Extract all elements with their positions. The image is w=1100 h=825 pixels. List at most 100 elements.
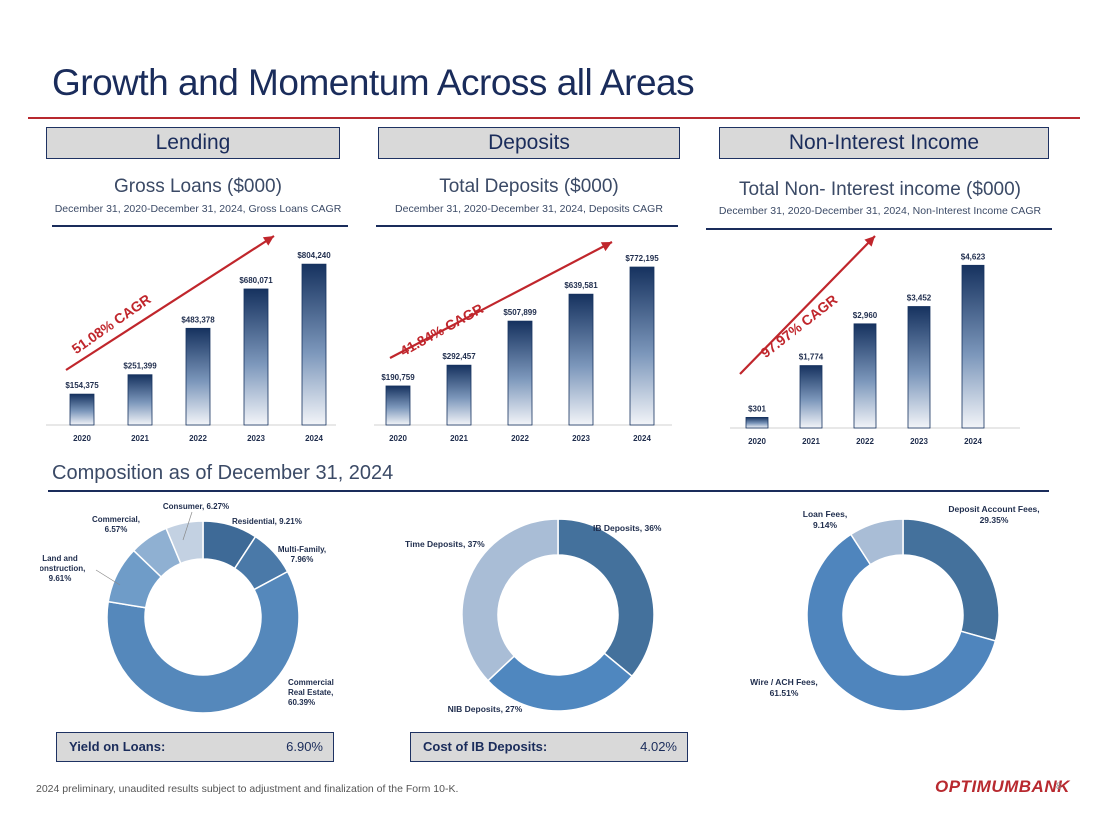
- bar-value-label: $639,581: [564, 281, 598, 290]
- slice-label: Commercial Real Estate, 60.39%: [288, 678, 334, 707]
- noninterest-chart-subtitle: December 31, 2020-December 31, 2024, Non…: [718, 205, 1042, 217]
- deposits-chart-title: Total Deposits ($000): [439, 176, 619, 197]
- bar-2024: [961, 264, 985, 429]
- bar-2022: [853, 323, 877, 429]
- bar-2023: [243, 288, 269, 426]
- cagr-annotation: 51.08% CAGR: [69, 291, 154, 357]
- cagr-arrow-line: [739, 235, 876, 375]
- x-tick-label: 2021: [450, 434, 468, 443]
- yield-on-loans-label: Yield on Loans:: [69, 739, 166, 754]
- cagr-annotation: 97.97% CAGR: [758, 291, 841, 361]
- leader-line: [95, 569, 121, 586]
- x-tick-label: 2024: [964, 437, 982, 446]
- bar-2022: [185, 327, 211, 426]
- deposits-chart-subtitle: December 31, 2020-December 31, 2024, Dep…: [395, 203, 663, 215]
- loan-composition-donut: Residential, 9.21% Multi-Family, 7.96% Comm…: [40, 502, 334, 714]
- bar-value-label: $251,399: [123, 362, 157, 371]
- bar-value-label: $154,375: [65, 381, 99, 390]
- bar-value-label: $3,452: [907, 294, 932, 303]
- cagr-arrow-head: [600, 242, 612, 252]
- bar-value-label: $1,774: [799, 353, 824, 362]
- bar-2023: [568, 293, 594, 426]
- footnote: 2024 preliminary, unaudited results subj…: [36, 783, 459, 795]
- cost-of-ib-deposits-value: 4.02%: [640, 739, 677, 754]
- noninterest-chart-title: Total Non- Interest income ($000): [739, 179, 1021, 200]
- slice-commercial-real-estate: [106, 570, 300, 714]
- slice-nib-deposits: [486, 652, 634, 712]
- cagr-annotation: 41.84% CAGR: [397, 300, 486, 359]
- non-interest-income-bar-chart: $301 2020 $1,774 2021 $2,960 2022 $3,452 2023 $4…: [730, 235, 1020, 446]
- bar-value-label: $4,623: [961, 252, 986, 261]
- cagr-arrow-line: [65, 235, 275, 371]
- slice-wire-ach-fees: [806, 533, 997, 712]
- bar-value-label: $507,899: [503, 308, 537, 317]
- bar-2020: [69, 393, 95, 426]
- yield-on-loans-value: 6.90%: [286, 739, 323, 754]
- deposits-chart-rule: [376, 225, 678, 227]
- bar-value-label: $804,240: [297, 251, 331, 260]
- cost-of-ib-deposits-label: Cost of IB Deposits:: [423, 739, 548, 754]
- section-deposits: Deposits: [378, 127, 680, 159]
- slice-time-deposits: [461, 518, 559, 682]
- composition-title: Composition as of December 31, 2024: [52, 462, 394, 484]
- optimumbank-logo: OPTIMUMBANK: [935, 777, 1070, 796]
- slice-label: IB Deposits, 36%: [593, 523, 662, 533]
- bar-2023: [907, 306, 931, 429]
- title-divider: [28, 117, 1080, 119]
- slice-label: Commercial, 6.57%: [92, 515, 140, 534]
- x-tick-label: 2021: [802, 437, 820, 446]
- x-tick-label: 2022: [856, 437, 874, 446]
- bar-value-label: $2,960: [853, 311, 878, 320]
- slice-consumer: [165, 520, 204, 565]
- cost-of-ib-deposits-box: Cost of IB Deposits: 4.02%: [410, 732, 688, 762]
- x-tick-label: 2023: [572, 434, 590, 443]
- bar-value-label: $483,378: [181, 315, 215, 324]
- bar-value-label: $772,195: [625, 254, 659, 263]
- x-tick-label: 2022: [511, 434, 529, 443]
- slice-label: Consumer, 6.27%: [163, 502, 229, 511]
- bar-value-label: $301: [748, 404, 766, 413]
- bar-2024: [301, 263, 327, 426]
- x-tick-label: 2020: [389, 434, 407, 443]
- bar-value-label: $190,759: [381, 373, 415, 382]
- x-tick-label: 2023: [247, 434, 265, 443]
- loans-chart-subtitle: December 31, 2020-December 31, 2024, Gro…: [54, 203, 342, 215]
- x-tick-label: 2022: [189, 434, 207, 443]
- composition-divider: [48, 490, 1049, 492]
- total-deposits-bar-chart: $190,759 2020 $292,457 2021 $507,899 2022 $639…: [374, 241, 672, 443]
- slice-label: Residential, 9.21%: [232, 517, 302, 526]
- slice-label: Loan Fees, 9.14%: [803, 509, 847, 530]
- bar-2021: [127, 374, 153, 426]
- x-tick-label: 2024: [305, 434, 323, 443]
- x-tick-label: 2020: [73, 434, 91, 443]
- x-tick-label: 2023: [910, 437, 928, 446]
- slice-loan-fees: [849, 518, 904, 566]
- bar-2021: [799, 365, 823, 429]
- cagr-arrow-head: [262, 236, 274, 246]
- bar-2021: [446, 364, 472, 426]
- slice-label: Wire / ACH Fees, 61.51%: [750, 677, 818, 698]
- loans-chart-rule: [52, 225, 348, 227]
- x-tick-label: 2021: [131, 434, 149, 443]
- bar-2024: [629, 266, 655, 426]
- page-number: 8: [1056, 781, 1062, 791]
- cagr-arrow-line: [389, 241, 613, 359]
- bar-2020: [385, 385, 411, 426]
- section-lending: Lending: [46, 127, 340, 159]
- slice-label: Land andconstruction,9.61%: [40, 554, 85, 583]
- slice-ib-deposits: [557, 518, 655, 678]
- loans-chart-title: Gross Loans ($000): [114, 176, 282, 197]
- bar-2020: [745, 417, 769, 429]
- cagr-arrow-head: [864, 236, 875, 247]
- slice-deposit-account-fees: [902, 518, 1000, 642]
- leader-line: [182, 511, 193, 541]
- bar-value-label: $292,457: [442, 352, 476, 361]
- bar-value-label: $680,071: [239, 276, 273, 285]
- slice-label: NIB Deposits, 27%: [448, 704, 523, 714]
- gross-loans-bar-chart: $154,375 2020 $251,399 2021 $483,378 2022 $680…: [46, 235, 336, 443]
- x-tick-label: 2024: [633, 434, 651, 443]
- bar-2022: [507, 320, 533, 426]
- x-tick-label: 2020: [748, 437, 766, 446]
- slice-label: Time Deposits, 37%: [405, 539, 485, 549]
- section-non-interest-income: Non-Interest Income: [719, 127, 1049, 159]
